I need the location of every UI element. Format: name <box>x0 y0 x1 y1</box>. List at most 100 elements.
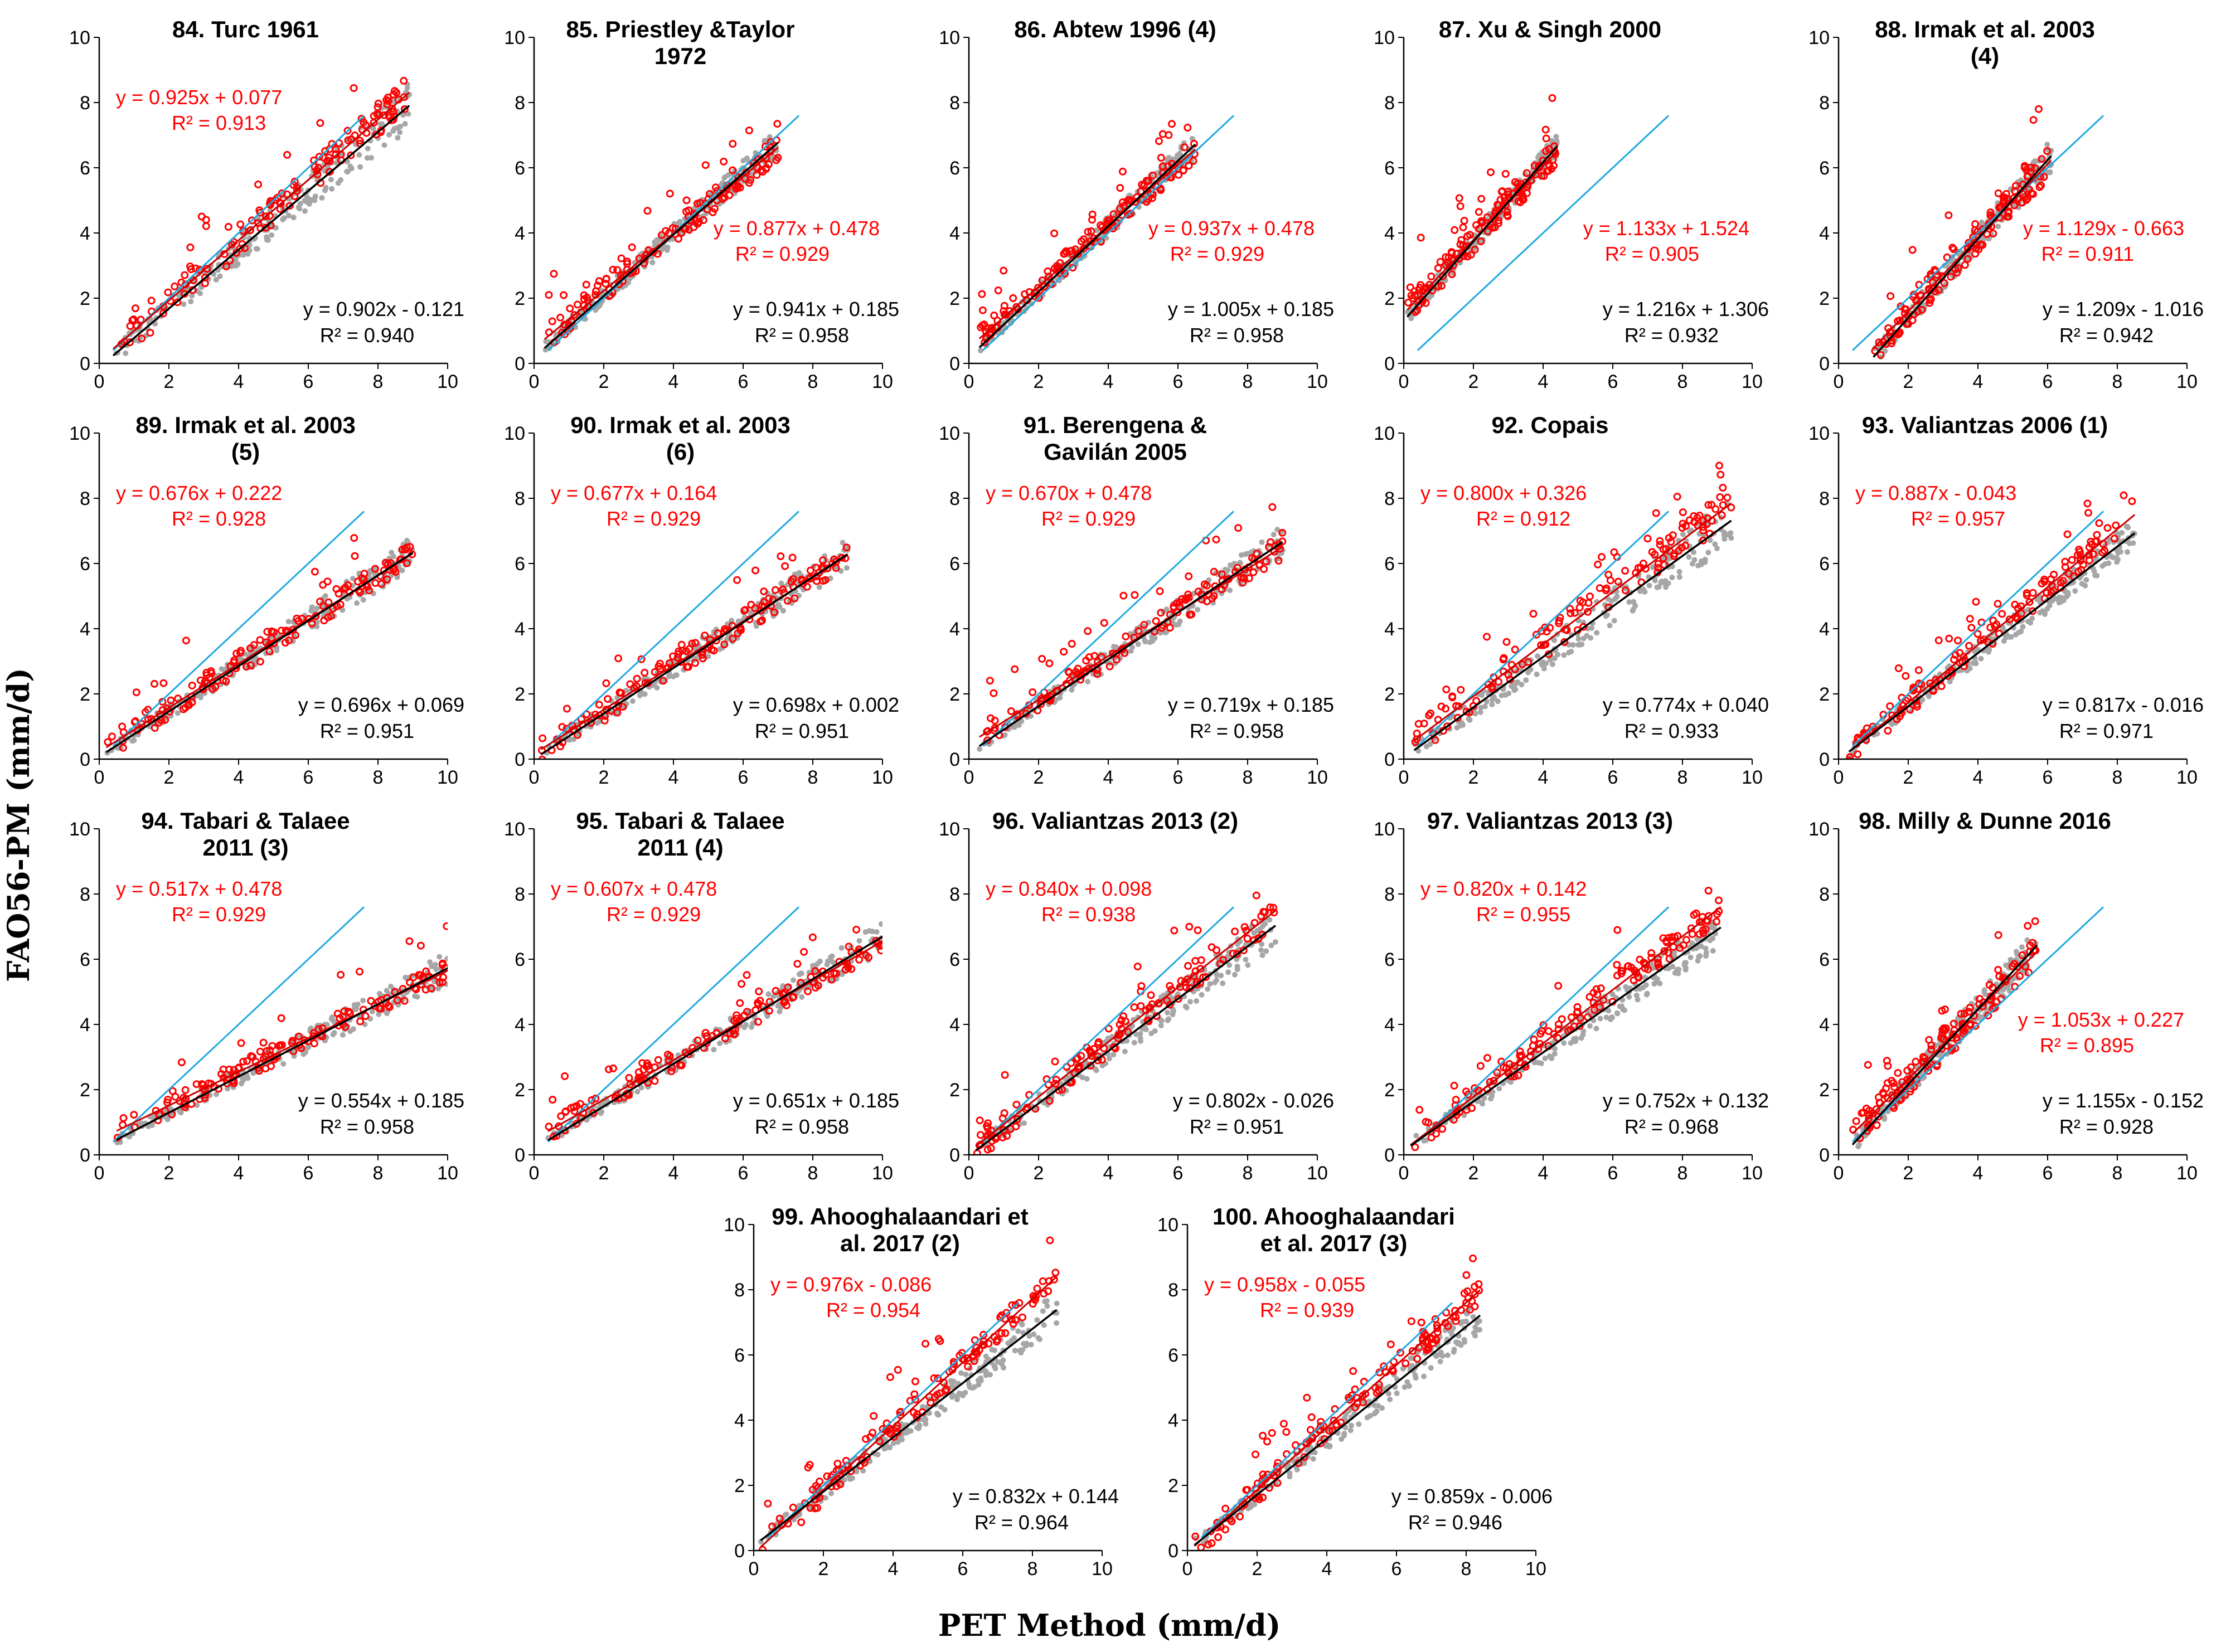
red-point <box>1719 484 1727 492</box>
gray-point <box>131 737 137 744</box>
red-point <box>367 997 375 1005</box>
red-point <box>721 1034 729 1043</box>
panel-title: 92. Copais <box>1491 412 1608 438</box>
red-point <box>356 968 363 976</box>
red-point <box>812 577 821 585</box>
red-point <box>1598 553 1606 561</box>
red-point <box>832 969 840 978</box>
red-fit-line <box>544 147 779 340</box>
red-point <box>1699 536 1708 545</box>
red-point <box>1038 655 1046 663</box>
x-tick-label: 10 <box>437 767 458 788</box>
red-point <box>1101 225 1109 234</box>
red-point <box>351 552 359 560</box>
red-point <box>190 276 197 284</box>
red-point <box>326 157 334 166</box>
red-point <box>166 707 174 716</box>
red-point <box>545 291 553 299</box>
red-fit-r2: R² = 0.928 <box>172 507 266 530</box>
red-point <box>2088 540 2096 548</box>
red-point <box>2010 194 2018 202</box>
red-point <box>1454 702 1463 711</box>
red-point <box>779 585 787 594</box>
x-tick-label: 2 <box>599 767 609 788</box>
red-point <box>181 1086 190 1094</box>
red-point <box>1140 181 1148 190</box>
x-tick-label: 6 <box>1608 371 1618 392</box>
red-point <box>1050 229 1059 237</box>
black-fit-r2: R² = 0.958 <box>755 1115 849 1138</box>
red-point <box>654 1056 662 1064</box>
red-point <box>1926 679 1934 687</box>
red-point <box>261 1065 270 1073</box>
red-point <box>2061 557 2069 566</box>
one-to-one-line <box>1851 511 2104 747</box>
red-point <box>1035 294 1043 302</box>
red-point <box>693 200 701 208</box>
red-point <box>874 940 882 948</box>
gray-point <box>1652 577 1658 584</box>
gray-point <box>223 264 229 270</box>
red-point <box>1413 730 1421 737</box>
red-point <box>591 1094 600 1102</box>
y-tick-label: 8 <box>515 884 525 905</box>
red-point <box>1972 244 1980 252</box>
panel-title: Gavilán 2005 <box>1044 439 1187 465</box>
x-tick-label: 10 <box>1742 767 1763 788</box>
gray-point <box>719 645 725 651</box>
fit-lines <box>544 115 800 351</box>
gray-point <box>1654 584 1660 590</box>
gray-point <box>397 124 403 129</box>
red-point <box>1494 216 1502 225</box>
red-point <box>131 304 139 313</box>
gray-point <box>328 177 334 183</box>
panel-title: (4) <box>1971 43 1999 69</box>
y-tick-label: 2 <box>949 288 960 309</box>
red-point <box>1116 184 1124 192</box>
y-tick-label: 0 <box>949 353 960 375</box>
red-point <box>1029 688 1037 697</box>
red-point <box>159 679 168 687</box>
red-point <box>2027 163 2035 172</box>
red-point <box>125 338 134 347</box>
red-point <box>1463 252 1472 260</box>
red-point <box>545 1123 553 1131</box>
red-point <box>383 575 391 584</box>
panel-title: 86. Abtew 1996 (4) <box>1014 16 1216 42</box>
panel-title: 85. Priestley &Taylor <box>566 16 794 42</box>
gray-point <box>444 956 448 962</box>
red-point <box>1455 194 1463 202</box>
red-point <box>192 1080 201 1089</box>
red-point <box>1708 501 1716 509</box>
red-point <box>347 151 355 159</box>
x-tick-label: 0 <box>1834 371 1844 392</box>
gray-point <box>862 929 869 935</box>
red-point <box>2017 609 2025 618</box>
red-point <box>1477 195 1486 203</box>
gray-point <box>353 1006 359 1012</box>
red-point <box>720 640 729 649</box>
red-point <box>1121 649 1129 657</box>
y-tick-label: 8 <box>1384 93 1395 114</box>
x-tick-label: 2 <box>1903 371 1914 392</box>
x-tick-label: 0 <box>529 767 540 788</box>
red-fit-equation: y = 0.937x + 0.478 <box>1148 217 1315 240</box>
gray-point <box>1577 642 1583 648</box>
gray-point <box>235 261 241 267</box>
red-point <box>583 293 591 302</box>
gray-point <box>314 605 320 611</box>
y-tick-label: 6 <box>1819 553 1830 575</box>
gray-point <box>1539 660 1545 667</box>
x-tick-label: 6 <box>738 767 749 788</box>
red-point <box>573 1102 581 1110</box>
gray-point <box>799 994 805 1000</box>
gray-point <box>1238 552 1244 558</box>
gray-point <box>1149 634 1155 640</box>
red-point <box>350 84 358 92</box>
y-tick-label: 10 <box>1374 27 1395 48</box>
gray-point <box>329 186 335 192</box>
panel-title: 90. Irmak et al. 2003 <box>570 412 791 438</box>
